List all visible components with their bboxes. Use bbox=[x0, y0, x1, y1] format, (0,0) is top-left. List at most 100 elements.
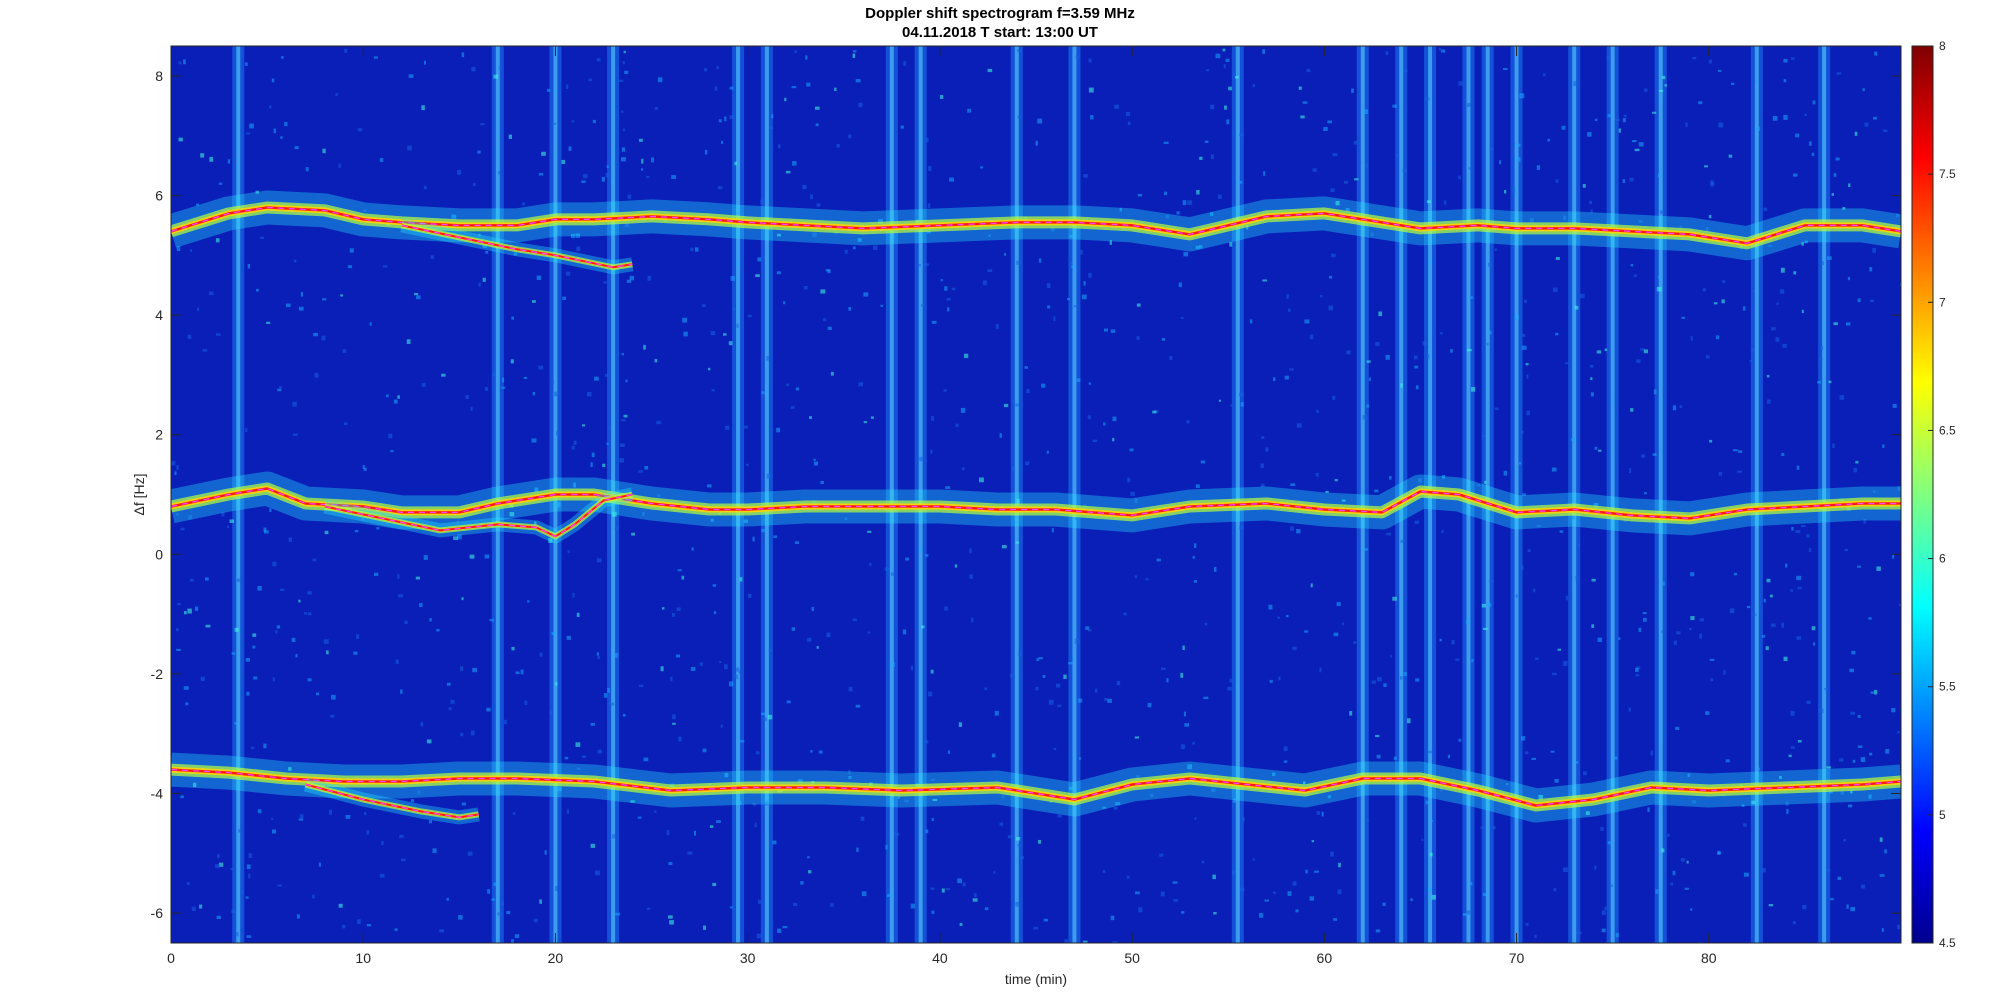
speckle bbox=[612, 511, 617, 517]
speckle bbox=[304, 612, 307, 615]
speckle bbox=[594, 376, 599, 381]
speckle bbox=[1210, 787, 1216, 793]
speckle bbox=[1115, 802, 1121, 806]
speckle bbox=[1325, 490, 1329, 493]
speckle bbox=[1752, 613, 1757, 616]
speckle bbox=[1525, 363, 1529, 366]
speckle bbox=[472, 182, 476, 187]
speckle bbox=[806, 82, 811, 87]
noise-column-core bbox=[1572, 46, 1577, 943]
speckle bbox=[1743, 823, 1747, 827]
speckle bbox=[1680, 858, 1685, 862]
speckle bbox=[762, 717, 767, 721]
speckle bbox=[1552, 287, 1558, 292]
speckle bbox=[1594, 118, 1598, 121]
speckle bbox=[790, 406, 795, 409]
speckle bbox=[818, 750, 823, 754]
speckle bbox=[1182, 200, 1187, 206]
speckle bbox=[848, 686, 853, 692]
speckle bbox=[1843, 839, 1846, 842]
speckle bbox=[743, 519, 748, 523]
speckle bbox=[1345, 208, 1350, 212]
speckle bbox=[620, 419, 626, 422]
speckle bbox=[954, 564, 958, 568]
speckle bbox=[1881, 928, 1884, 932]
speckle bbox=[1261, 436, 1265, 439]
speckle bbox=[1069, 235, 1073, 238]
speckle bbox=[1113, 806, 1118, 810]
speckle bbox=[221, 512, 225, 517]
speckle bbox=[521, 202, 526, 206]
speckle bbox=[197, 307, 200, 312]
colorbar-tick-label: 5 bbox=[1939, 808, 1946, 822]
speckle bbox=[1239, 525, 1244, 530]
speckle bbox=[925, 554, 929, 557]
speckle bbox=[1024, 366, 1029, 369]
speckle bbox=[193, 782, 197, 788]
speckle bbox=[987, 269, 993, 273]
speckle bbox=[1332, 153, 1338, 157]
speckle bbox=[421, 382, 426, 387]
speckle bbox=[1429, 852, 1433, 857]
speckle bbox=[1892, 554, 1895, 559]
trace-marker-line bbox=[171, 487, 1901, 520]
speckle bbox=[1226, 119, 1230, 125]
speckle bbox=[1371, 680, 1376, 684]
speckle bbox=[501, 900, 504, 906]
trace-marker-line bbox=[171, 769, 1901, 807]
speckle bbox=[461, 802, 466, 806]
speckle bbox=[1835, 157, 1840, 161]
speckle bbox=[1114, 104, 1119, 109]
speckle bbox=[1864, 122, 1869, 127]
trace-marker-line bbox=[324, 493, 633, 538]
speckle bbox=[816, 203, 821, 207]
speckle bbox=[1036, 658, 1039, 662]
speckle bbox=[1790, 57, 1795, 60]
speckle bbox=[860, 816, 865, 821]
speckle bbox=[1857, 298, 1861, 303]
speckle bbox=[725, 425, 730, 430]
speckle bbox=[1026, 389, 1030, 394]
speckle bbox=[430, 255, 435, 259]
speckle bbox=[1775, 337, 1780, 342]
speckle bbox=[480, 123, 485, 126]
speckle bbox=[229, 519, 235, 523]
x-axis-label: time (min) bbox=[1005, 971, 1067, 987]
speckle bbox=[1809, 141, 1812, 146]
speckle bbox=[1160, 667, 1166, 670]
speckle bbox=[1376, 754, 1381, 759]
speckle bbox=[1670, 882, 1674, 886]
speckle bbox=[477, 150, 481, 154]
speckle bbox=[269, 508, 272, 512]
speckle bbox=[1365, 819, 1370, 822]
speckle bbox=[1222, 48, 1226, 52]
speckle bbox=[1374, 489, 1379, 493]
speckle bbox=[1455, 658, 1460, 661]
speckle bbox=[554, 885, 558, 891]
speckle bbox=[1385, 51, 1389, 56]
speckle bbox=[1209, 212, 1214, 216]
speckle bbox=[1458, 738, 1462, 742]
speckle bbox=[729, 906, 733, 909]
speckle bbox=[1327, 120, 1332, 124]
speckle bbox=[1309, 334, 1314, 340]
speckle bbox=[1129, 448, 1134, 452]
speckle bbox=[594, 870, 600, 876]
speckle bbox=[1186, 420, 1190, 424]
speckle bbox=[245, 896, 249, 899]
speckle bbox=[1591, 578, 1596, 582]
speckle bbox=[502, 377, 505, 383]
speckle bbox=[693, 830, 697, 836]
speckle bbox=[735, 674, 738, 680]
speckle bbox=[1353, 140, 1358, 145]
speckle bbox=[1017, 115, 1021, 119]
speckle bbox=[1534, 934, 1537, 939]
speckle bbox=[1811, 152, 1815, 157]
speckle bbox=[1080, 249, 1083, 255]
speckle bbox=[1333, 632, 1339, 637]
speckle bbox=[1469, 296, 1473, 299]
speckle bbox=[1718, 471, 1723, 476]
speckle bbox=[353, 651, 358, 655]
speckle bbox=[608, 427, 612, 430]
